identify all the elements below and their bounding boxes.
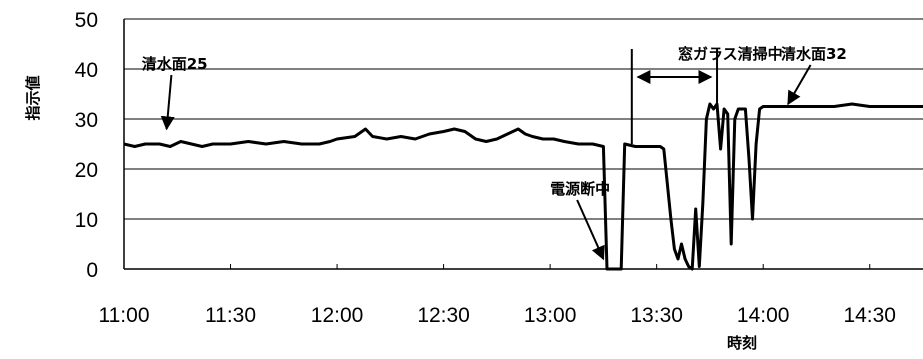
- x-tick-label-13:00: 13:00: [524, 304, 577, 327]
- x-axis-label: 時刻: [727, 334, 757, 352]
- y-tick-label-0: 0: [86, 259, 98, 282]
- annotation-arrow-1: [576, 199, 605, 261]
- y-tick-label-50: 50: [75, 9, 98, 32]
- x-tick-label-14:30: 14:30: [843, 304, 896, 327]
- annotation-label-3: 清水面32: [781, 45, 847, 63]
- y-tick-label-40: 40: [75, 59, 98, 82]
- annotation-label-2: 窓ガラス清掃中: [678, 45, 783, 63]
- annotation-arrow-0: [160, 74, 175, 131]
- x-tick-label-11:30: 11:30: [205, 304, 256, 327]
- y-tick-labels: 0 10 20 30 40 50: [75, 9, 98, 282]
- series-line-0: [123, 102, 923, 271]
- annotation-label-1: 電源断中: [550, 180, 610, 198]
- y-tick-label-20: 20: [75, 159, 98, 182]
- annotation-label-0: 清水面25: [142, 55, 208, 73]
- gridlines: [124, 18, 923, 220]
- y-tick-label-10: 10: [75, 209, 98, 232]
- y-axis-label: 指示値: [24, 75, 42, 120]
- x-tick-label-14:00: 14:00: [737, 304, 790, 327]
- series-group: [123, 102, 923, 271]
- x-tick-label-13:30: 13:30: [630, 304, 683, 327]
- x-tick-label-11:00: 11:00: [99, 304, 150, 327]
- annotation-arrow-3: [787, 64, 812, 106]
- x-tick-labels: 11:00 11:30 12:00 12:30 13:00 13:30 14:00 14:30: [99, 304, 897, 327]
- y-tick-label-30: 30: [75, 109, 98, 132]
- x-tick-label-12:30: 12:30: [417, 304, 470, 327]
- x-tick-label-12:00: 12:00: [311, 304, 364, 327]
